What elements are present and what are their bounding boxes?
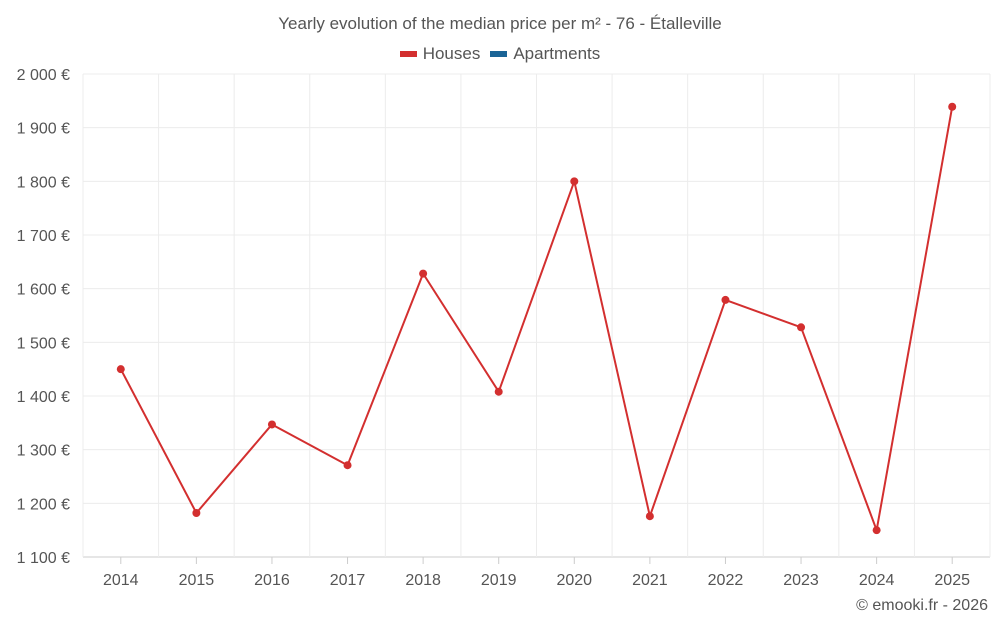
y-axis: 1 100 € 1 200 € 1 300 € 1 400 € 1 500 € 1 600… [17,67,70,567]
data-point-houses [343,461,352,470]
y-tick-label: 1 700 € [17,228,70,245]
x-tick-label: 2015 [179,572,215,589]
x-axis: 2014 2015 2016 2017 2018 2019 2020 2021 2022 2023… [103,557,970,589]
data-point-houses [570,177,579,186]
y-tick-label: 1 800 € [17,174,70,191]
data-point-houses [797,323,806,332]
series-layer [116,102,957,535]
data-point-houses [721,295,730,304]
chart-title: Yearly evolution of the median price per… [278,14,722,33]
y-tick-label: 1 100 € [17,550,70,567]
x-tick-label: 2018 [405,572,441,589]
y-tick-label: 1 500 € [17,335,70,352]
data-point-houses [494,387,503,396]
legend-label-houses: Houses [422,44,481,63]
x-tick-label: 2014 [103,572,139,589]
y-tick-label: 1 300 € [17,443,70,460]
data-point-houses [267,420,276,429]
x-tick-label: 2023 [783,572,819,589]
data-point-houses [116,365,125,374]
credit-text: © emooki.fr - 2026 [856,597,988,614]
y-tick-label: 1 900 € [17,121,70,138]
data-point-houses [872,526,881,535]
series-line-houses [119,106,954,532]
y-tick-label: 1 600 € [17,282,70,299]
y-tick-label: 1 400 € [17,389,70,406]
data-point-houses [948,102,957,111]
legend-label-apartments: Apartments [513,44,601,63]
data-point-houses [419,269,428,278]
legend-swatch-houses [399,51,417,57]
x-tick-label: 2016 [254,572,290,589]
x-tick-label: 2019 [481,572,517,589]
legend: Houses Apartments [0,44,1000,64]
x-tick-label: 2020 [556,572,592,589]
y-tick-label: 1 200 € [17,496,70,513]
x-tick-label: 2021 [632,572,668,589]
legend-swatch-apartments [490,51,508,57]
x-tick-label: 2017 [330,572,366,589]
data-point-houses [645,512,654,521]
legend-item-apartments[interactable]: Apartments [490,44,600,64]
legend-item-houses[interactable]: Houses [399,44,481,64]
x-tick-label: 2022 [708,572,744,589]
x-tick-label: 2025 [934,572,970,589]
y-tick-label: 2 000 € [17,67,70,84]
grid [82,73,991,558]
data-point-houses [192,508,201,517]
x-tick-label: 2024 [859,572,895,589]
